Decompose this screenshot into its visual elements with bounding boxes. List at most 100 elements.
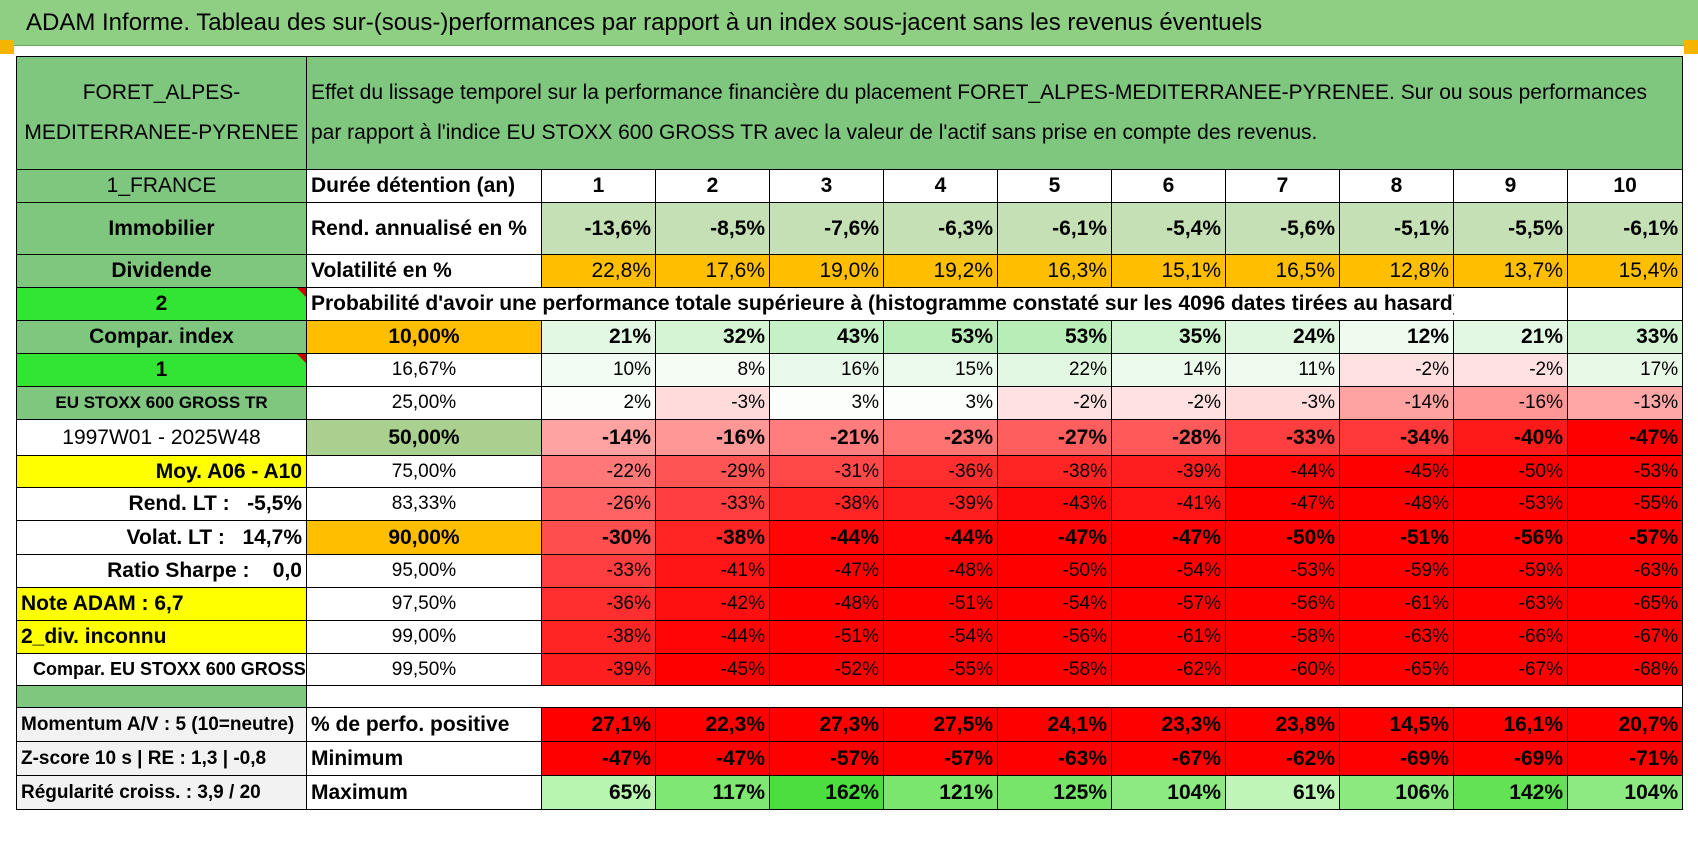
quantile-cell: -41%: [655, 554, 770, 588]
quantile-cell: -61%: [1339, 587, 1454, 621]
selector-dividend[interactable]: 2: [16, 287, 307, 321]
perf-pos-cell: 27,3%: [769, 707, 884, 742]
quantile-cell: -14%: [541, 419, 656, 456]
vol-cell: 19,2%: [883, 254, 998, 288]
vol-label: Volatilité en %: [306, 254, 542, 288]
maximum-cell: 104%: [1111, 775, 1226, 810]
quantile-label: 99,00%: [306, 620, 542, 654]
perf-pos-cell: 23,8%: [1225, 707, 1340, 742]
performance-table: FORET_ALPES-MEDITERRANEE-PYRENEE Effet d…: [16, 56, 1684, 810]
quantile-cell: -52%: [769, 653, 884, 686]
quantile-cell: -30%: [541, 520, 656, 555]
minimum-cell: -57%: [883, 741, 998, 776]
maximum-cell: 106%: [1339, 775, 1454, 810]
quantile-cell: -47%: [1566, 419, 1684, 456]
minimum-cell: -47%: [541, 741, 656, 776]
vol-cell: 17,6%: [655, 254, 770, 288]
quantile-cell: -68%: [1566, 653, 1684, 686]
quantile-cell: 53%: [997, 320, 1112, 354]
quantile-cell: -51%: [1339, 520, 1454, 555]
quantile-label: 25,00%: [306, 386, 542, 420]
quantile-cell: -54%: [997, 587, 1112, 621]
selector-index[interactable]: 1: [16, 353, 307, 387]
quantile-cell: 17%: [1566, 353, 1684, 387]
quantile-cell: -22%: [541, 455, 656, 488]
quantile-cell: -50%: [1453, 455, 1568, 488]
quantile-cell: -14%: [1339, 386, 1454, 420]
rend-lt-value: -5,5%: [247, 492, 302, 515]
quantile-cell: -47%: [997, 520, 1112, 555]
quantile-cell: -29%: [655, 455, 770, 488]
quantile-cell: 22%: [997, 353, 1112, 387]
quantile-cell: -38%: [655, 520, 770, 555]
quantile-cell: -55%: [883, 653, 998, 686]
quantile-label: 90,00%: [306, 520, 542, 555]
quantile-cell: -56%: [997, 620, 1112, 654]
maximum-label: Maximum: [306, 775, 542, 810]
quantile-cell: -62%: [1111, 653, 1226, 686]
quantile-cell: -44%: [769, 520, 884, 555]
quantile-cell: -44%: [1225, 455, 1340, 488]
separator: [16, 685, 307, 708]
description-cell: Effet du lissage temporel sur la perform…: [305, 56, 1684, 170]
div-unknown: 2_div. inconnu: [16, 620, 307, 654]
quantile-cell: -63%: [1339, 620, 1454, 654]
quantile-cell: -56%: [1225, 587, 1340, 621]
rend-cell: -6,3%: [883, 202, 998, 255]
maximum-cell: 121%: [883, 775, 998, 810]
quantile-cell: -65%: [1339, 653, 1454, 686]
quantile-cell: -26%: [541, 487, 656, 521]
sharpe-label: Ratio Sharpe :: [107, 559, 250, 582]
quantile-cell: -36%: [541, 587, 656, 621]
year-header: 3: [769, 169, 884, 203]
rend-cell: -5,4%: [1111, 202, 1226, 255]
quantile-cell: -48%: [1339, 487, 1454, 521]
minimum-cell: -62%: [1225, 741, 1340, 776]
quantile-cell: -56%: [1453, 520, 1568, 555]
quantile-cell: -47%: [769, 554, 884, 588]
report-title: ADAM Informe. Tableau des sur-(sous-)per…: [0, 0, 1698, 46]
quantile-cell: -39%: [1111, 455, 1226, 488]
sharpe: Ratio Sharpe : 0,0: [16, 554, 307, 588]
quantile-cell: 10%: [541, 353, 656, 387]
maximum-cell: 61%: [1225, 775, 1340, 810]
quantile-label: 16,67%: [306, 353, 542, 387]
regularite-label: Régularité croiss. : 3,9 / 20: [16, 775, 307, 810]
country-label: 1_FRANCE: [16, 169, 307, 203]
quantile-cell: -16%: [1453, 386, 1568, 420]
perf-pos-cell: 27,5%: [883, 707, 998, 742]
quantile-cell: 43%: [769, 320, 884, 354]
year-header: 10: [1566, 169, 1684, 203]
perf-pos-cell: 24,1%: [997, 707, 1112, 742]
quantile-cell: 21%: [1453, 320, 1568, 354]
quantile-label: 10,00%: [306, 320, 542, 354]
rend-cell: -6,1%: [997, 202, 1112, 255]
rend-lt-label: Rend. LT :: [128, 492, 230, 515]
compar-index-label: Compar. index: [16, 320, 307, 354]
probability-header: Probabilité d'avoir une performance tota…: [306, 287, 1454, 321]
minimum-cell: -57%: [769, 741, 884, 776]
maximum-cell: 125%: [997, 775, 1112, 810]
vol-cell: 15,4%: [1566, 254, 1684, 288]
quantile-cell: -54%: [883, 620, 998, 654]
vol-cell: 22,8%: [541, 254, 656, 288]
minimum-cell: -67%: [1111, 741, 1226, 776]
quantile-cell: -65%: [1566, 587, 1684, 621]
quantile-cell: -16%: [655, 419, 770, 456]
quantile-label: 99,50%: [306, 653, 542, 686]
maximum-cell: 117%: [655, 775, 770, 810]
quantile-cell: 12%: [1339, 320, 1454, 354]
quantile-cell: 3%: [883, 386, 998, 420]
vol-cell: 15,1%: [1111, 254, 1226, 288]
year-header: 8: [1339, 169, 1454, 203]
quantile-cell: -42%: [655, 587, 770, 621]
quantile-cell: 15%: [883, 353, 998, 387]
quantile-label: 83,33%: [306, 487, 542, 521]
category-label: Immobilier: [16, 202, 307, 255]
perf-pos-cell: 23,3%: [1111, 707, 1226, 742]
year-header: 4: [883, 169, 998, 203]
year-header: 2: [655, 169, 770, 203]
quantile-cell: -53%: [1453, 487, 1568, 521]
corner-marker-right: [1684, 40, 1698, 54]
rend-cell: -7,6%: [769, 202, 884, 255]
